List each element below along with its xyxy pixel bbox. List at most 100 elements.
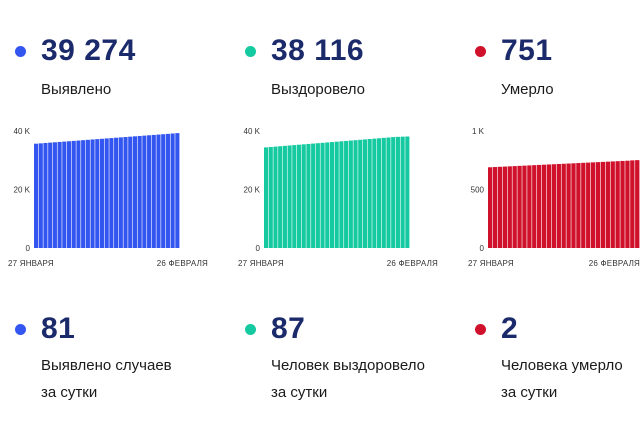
bar	[630, 160, 635, 248]
bar	[541, 164, 547, 248]
bar	[537, 164, 542, 248]
stat-daily-deaths: 2 Человека умерло за сутки	[475, 312, 623, 406]
bar	[625, 160, 630, 248]
daily-deaths-label-line1: Человека умерло	[501, 357, 623, 374]
bar	[114, 137, 119, 248]
bar	[488, 167, 493, 248]
total-deaths-value: 751	[501, 34, 553, 67]
x-tick-label-start: 27 ЯНВАРЯ	[238, 259, 284, 268]
bar	[128, 136, 133, 248]
chart-detected: 0 20 K 40 K 27 ЯНВАРЯ 26 ФЕВРАЛЯ	[2, 122, 208, 272]
bar	[151, 134, 156, 248]
x-tick-label-end: 26 ФЕВРАЛЯ	[589, 259, 640, 268]
y-tick-label: 20 K	[14, 186, 31, 195]
bar	[147, 135, 152, 248]
total-detected-value: 39 274	[41, 34, 136, 67]
red-dot-icon	[475, 45, 486, 57]
bar	[66, 141, 72, 248]
daily-detected-value: 81	[41, 312, 76, 345]
green-dot-icon	[245, 45, 256, 57]
bar	[377, 138, 382, 248]
bar	[175, 133, 180, 248]
bar	[527, 165, 532, 248]
total-deaths-label: Умерло	[501, 81, 554, 98]
bar	[405, 136, 410, 248]
bar	[287, 145, 292, 248]
bar	[165, 133, 170, 248]
bar	[123, 137, 128, 248]
y-tick-label: 1 K	[472, 127, 485, 136]
bar	[118, 137, 123, 248]
bar	[320, 142, 325, 248]
bar	[502, 166, 508, 248]
bar	[600, 161, 606, 248]
y-tick-label: 0	[480, 244, 485, 253]
total-recovered-label: Выздоровело	[271, 81, 366, 98]
bar	[104, 138, 109, 248]
bar	[517, 165, 522, 248]
bar	[367, 139, 372, 248]
bar	[81, 140, 86, 248]
bar	[615, 161, 620, 248]
daily-deaths-label-line2: за сутки	[501, 384, 558, 401]
bar	[546, 164, 552, 248]
bar	[566, 163, 571, 248]
y-tick-label: 500	[471, 186, 485, 195]
bar	[90, 139, 95, 248]
bar	[52, 142, 57, 248]
bar	[581, 162, 586, 248]
bar	[372, 138, 377, 248]
bar	[264, 147, 269, 248]
y-tick-label: 20 K	[244, 186, 261, 195]
green-dot-icon	[245, 323, 256, 335]
chart-deaths-svg: 0 500 1 K 27 ЯНВАРЯ 26 ФЕВРАЛЯ	[468, 127, 640, 268]
y-tick-label: 0	[256, 244, 261, 253]
bar	[381, 137, 386, 248]
stat-total-deaths: 751 Умерло	[475, 34, 554, 103]
bar	[282, 145, 287, 248]
bar	[595, 162, 601, 248]
blue-dot-icon	[15, 323, 26, 335]
bar	[590, 162, 596, 248]
bar	[532, 165, 537, 248]
bar	[306, 143, 311, 248]
daily-deaths-value: 2	[501, 312, 519, 345]
bar	[386, 137, 391, 248]
bar	[362, 139, 368, 248]
bar	[311, 143, 316, 248]
bar	[301, 144, 306, 248]
total-detected-label: Выявлено	[41, 81, 112, 98]
bar	[315, 143, 320, 248]
y-tick-label: 40 K	[14, 127, 31, 136]
bar	[497, 166, 503, 248]
bar	[62, 141, 67, 248]
daily-recovered-label-line1: Человек выздоровело	[271, 357, 425, 374]
bar	[334, 141, 339, 248]
bar	[395, 136, 400, 248]
chart-detected-svg: 0 20 K 40 K 27 ЯНВАРЯ 26 ФЕВРАЛЯ	[8, 127, 208, 268]
stat-total-recovered: 38 116 Выздоровело	[245, 34, 365, 103]
x-tick-label-start: 27 ЯНВАРЯ	[468, 259, 514, 268]
bar	[161, 134, 166, 248]
y-tick-label: 0	[26, 244, 31, 253]
bar	[71, 140, 76, 248]
bar	[57, 141, 62, 248]
bar	[268, 147, 273, 248]
bar	[400, 136, 405, 248]
bar	[170, 133, 175, 248]
bar	[358, 139, 363, 248]
stat-total-detected: 39 274 Выявлено	[15, 34, 136, 103]
bar	[507, 166, 512, 248]
bar	[48, 142, 53, 248]
stat-daily-detected: 81 Выявлено случаев за сутки	[15, 312, 172, 406]
daily-detected-label-line1: Выявлено случаев	[41, 357, 172, 374]
red-dot-icon	[475, 323, 486, 335]
bar	[76, 140, 81, 248]
daily-detected-label-line2: за сутки	[41, 384, 98, 401]
x-tick-label-end: 26 ФЕВРАЛЯ	[387, 259, 438, 268]
bar	[95, 139, 100, 248]
bar	[610, 161, 615, 248]
chart-recovered-svg: 0 20 K 40 K 27 ЯНВАРЯ 26 ФЕВРАЛЯ	[238, 127, 438, 268]
x-tick-label-end: 26 ФЕВРАЛЯ	[157, 259, 208, 268]
bar	[353, 140, 358, 248]
